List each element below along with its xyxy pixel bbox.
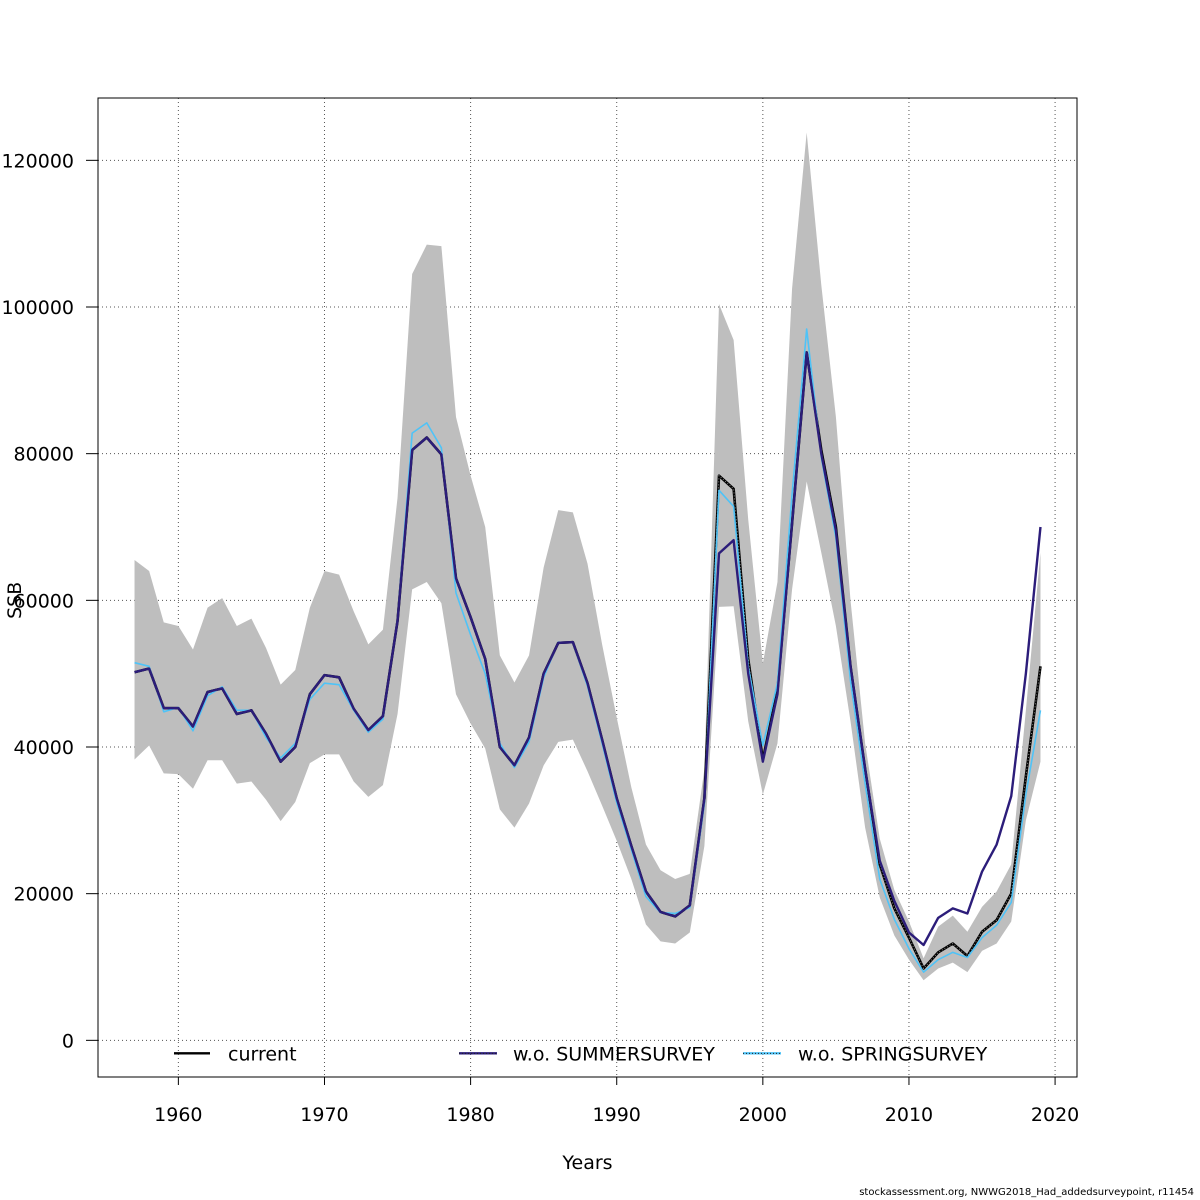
confidence-band xyxy=(134,132,1041,981)
legend: current w.o. SUMMERSURVEY w.o. SPRINGSURVE… xyxy=(174,1043,988,1065)
y-tick-label: 100000 xyxy=(1,297,74,319)
legend-label: w.o. SUMMERSURVEY xyxy=(513,1043,715,1065)
y-tick-label: 80000 xyxy=(14,444,74,466)
footer-credit: stockassessment.org, NWWG2018_Had_addeds… xyxy=(859,1187,1194,1198)
legend-label: w.o. SPRINGSURVEY xyxy=(798,1043,988,1065)
x-tick-label: 1970 xyxy=(300,1104,348,1126)
y-axis: 0 20000 40000 60000 80000 100000 120000 xyxy=(1,150,99,1052)
y-tick-label: 60000 xyxy=(14,590,74,612)
legend-label: current xyxy=(228,1043,297,1065)
x-tick-label: 2020 xyxy=(1031,1104,1079,1126)
x-tick-label: 2010 xyxy=(885,1104,933,1126)
y-axis-title: SSB xyxy=(4,582,26,619)
series-lines xyxy=(134,328,1042,973)
confidence-band-layer xyxy=(134,132,1041,981)
series-line-w-o-summersurvey xyxy=(134,351,1042,947)
x-tick-label: 1960 xyxy=(154,1104,202,1126)
x-tick-label: 1990 xyxy=(593,1104,641,1126)
x-axis: 1960 1970 1980 1990 2000 2010 2020 xyxy=(154,1076,1079,1126)
x-axis-title: Years xyxy=(561,1152,612,1174)
x-tick-label: 1980 xyxy=(446,1104,494,1126)
x-tick-label: 2000 xyxy=(739,1104,787,1126)
y-tick-label: 120000 xyxy=(1,150,74,172)
y-tick-label: 20000 xyxy=(14,884,74,906)
y-tick-label: 40000 xyxy=(14,737,74,759)
y-tick-label: 0 xyxy=(62,1030,74,1052)
